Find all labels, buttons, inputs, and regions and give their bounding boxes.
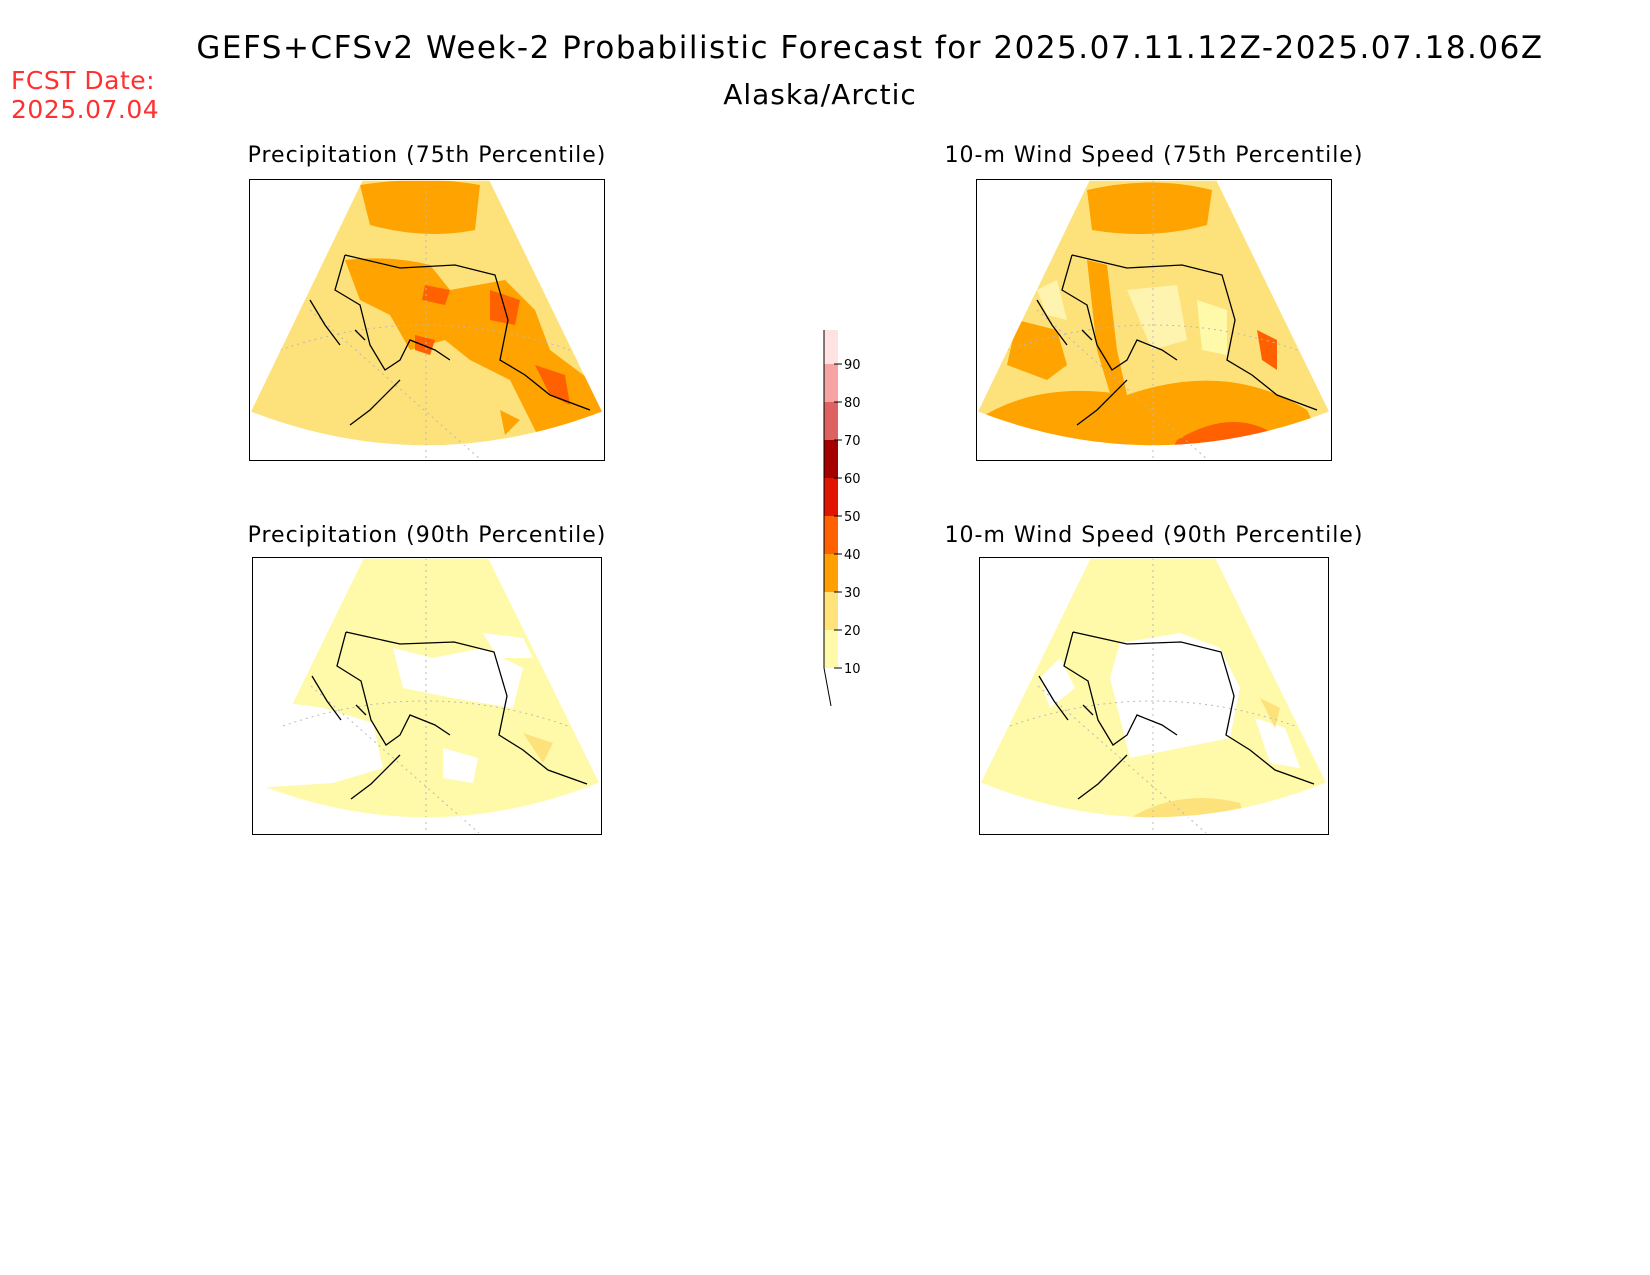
panel-title-precip-75: Precipitation (75th Percentile) (247, 143, 607, 168)
precip-90-graticule (282, 558, 569, 833)
precip-75-coastline (309, 254, 591, 426)
wind-90-graticule (1009, 558, 1296, 833)
colorbar-box (824, 364, 838, 402)
colorbar-box (824, 592, 838, 630)
colorbar-label: 80 (844, 396, 861, 411)
map-panel-precip-75 (249, 179, 605, 461)
region-subtitle: Alaska/Arctic (723, 78, 917, 111)
colorbar-box (824, 516, 838, 554)
precip-75-graticule (279, 180, 571, 459)
map-panel-wind-90 (979, 557, 1329, 835)
forecast-date-block: FCST Date: 2025.07.04 (11, 66, 159, 124)
panel-title-wind-90: 10-m Wind Speed (90th Percentile) (944, 523, 1364, 548)
panel-title-precip-90: Precipitation (90th Percentile) (247, 523, 607, 548)
panel-title-wind-75: 10-m Wind Speed (75th Percentile) (944, 143, 1364, 168)
colorbar-label: 50 (844, 510, 861, 525)
colorbar-label: 90 (844, 358, 861, 373)
precip-75-map (250, 180, 603, 459)
wind-75-map (977, 180, 1330, 459)
colorbar-label: 40 (844, 548, 861, 563)
colorbar-label: 30 (844, 586, 861, 601)
main-title: GEFS+CFSv2 Week-2 Probabilistic Forecast… (196, 30, 1544, 66)
colorbar: 10 20 30 40 50 60 70 80 90 (820, 287, 900, 750)
wind-75-coastline (1036, 254, 1318, 426)
wind-90-map (980, 558, 1327, 833)
colorbar-box (824, 326, 838, 364)
colorbar-label: 20 (844, 624, 861, 639)
colorbar-label: 10 (844, 662, 861, 677)
colorbar-box (824, 478, 838, 516)
forecast-date-label: FCST Date: (11, 66, 156, 95)
colorbar-svg: 10 20 30 40 50 60 70 80 90 (823, 287, 861, 707)
map-panel-precip-90 (252, 557, 602, 835)
precip-90-map (253, 558, 600, 833)
wind-90-coastline (1038, 631, 1315, 800)
colorbar-box (824, 554, 838, 592)
map-panel-wind-75 (976, 179, 1332, 461)
colorbar-label: 60 (844, 472, 861, 487)
colorbar-box (824, 440, 838, 478)
forecast-date-value: 2025.07.04 (11, 95, 160, 124)
colorbar-box (824, 402, 838, 440)
precip-90-coastline (311, 631, 588, 800)
wind-75-graticule (1006, 180, 1298, 459)
colorbar-label: 70 (844, 434, 861, 449)
colorbar-box (824, 630, 838, 668)
